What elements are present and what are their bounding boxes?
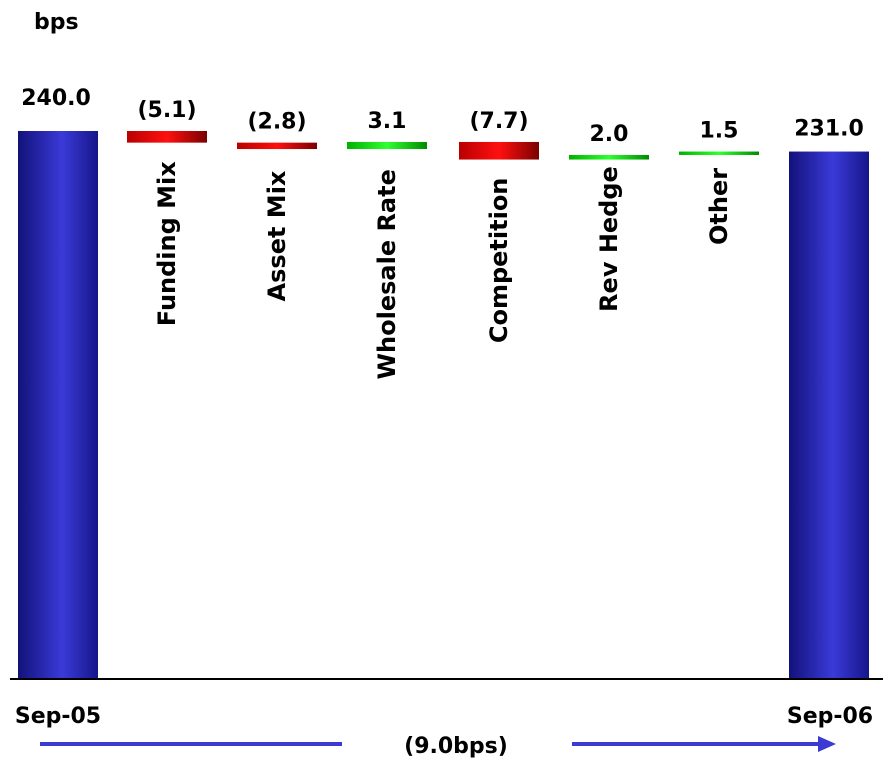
data-label-competition: (7.7) xyxy=(469,109,528,134)
data-label-start: 240.0 xyxy=(21,86,91,111)
bar-rev-hedge xyxy=(569,154,649,160)
category-label-wholesale-rate: Wholesale Rate xyxy=(373,169,401,379)
end-period-label: Sep-06 xyxy=(787,704,873,729)
category-label-rev-hedge: Rev Hedge xyxy=(595,166,623,312)
category-label-funding-mix: Funding Mix xyxy=(153,161,181,327)
data-label-rev-hedge: 2.0 xyxy=(590,122,629,147)
bar-other xyxy=(679,151,759,155)
data-label-end: 231.0 xyxy=(794,117,864,142)
data-label-other: 1.5 xyxy=(700,119,739,144)
category-label-asset-mix: Asset Mix xyxy=(263,170,291,301)
data-label-funding-mix: (5.1) xyxy=(137,98,196,123)
data-label-wholesale-rate: 3.1 xyxy=(368,109,407,134)
unit-label: bps xyxy=(34,10,79,35)
start-period-label: Sep-05 xyxy=(15,704,101,729)
bar-wholesale-rate xyxy=(347,141,427,150)
data-label-asset-mix: (2.8) xyxy=(247,110,306,135)
category-label-competition: Competition xyxy=(485,178,513,344)
category-label-other: Other xyxy=(705,168,733,245)
arrow-head-icon xyxy=(818,736,836,752)
bar-asset-mix xyxy=(237,142,317,150)
total-change-label: (9.0bps) xyxy=(404,734,508,759)
bar-competition xyxy=(459,141,539,160)
bar-funding-mix xyxy=(127,131,207,143)
bar-start-total xyxy=(18,131,98,679)
bar-end-total xyxy=(789,151,869,680)
